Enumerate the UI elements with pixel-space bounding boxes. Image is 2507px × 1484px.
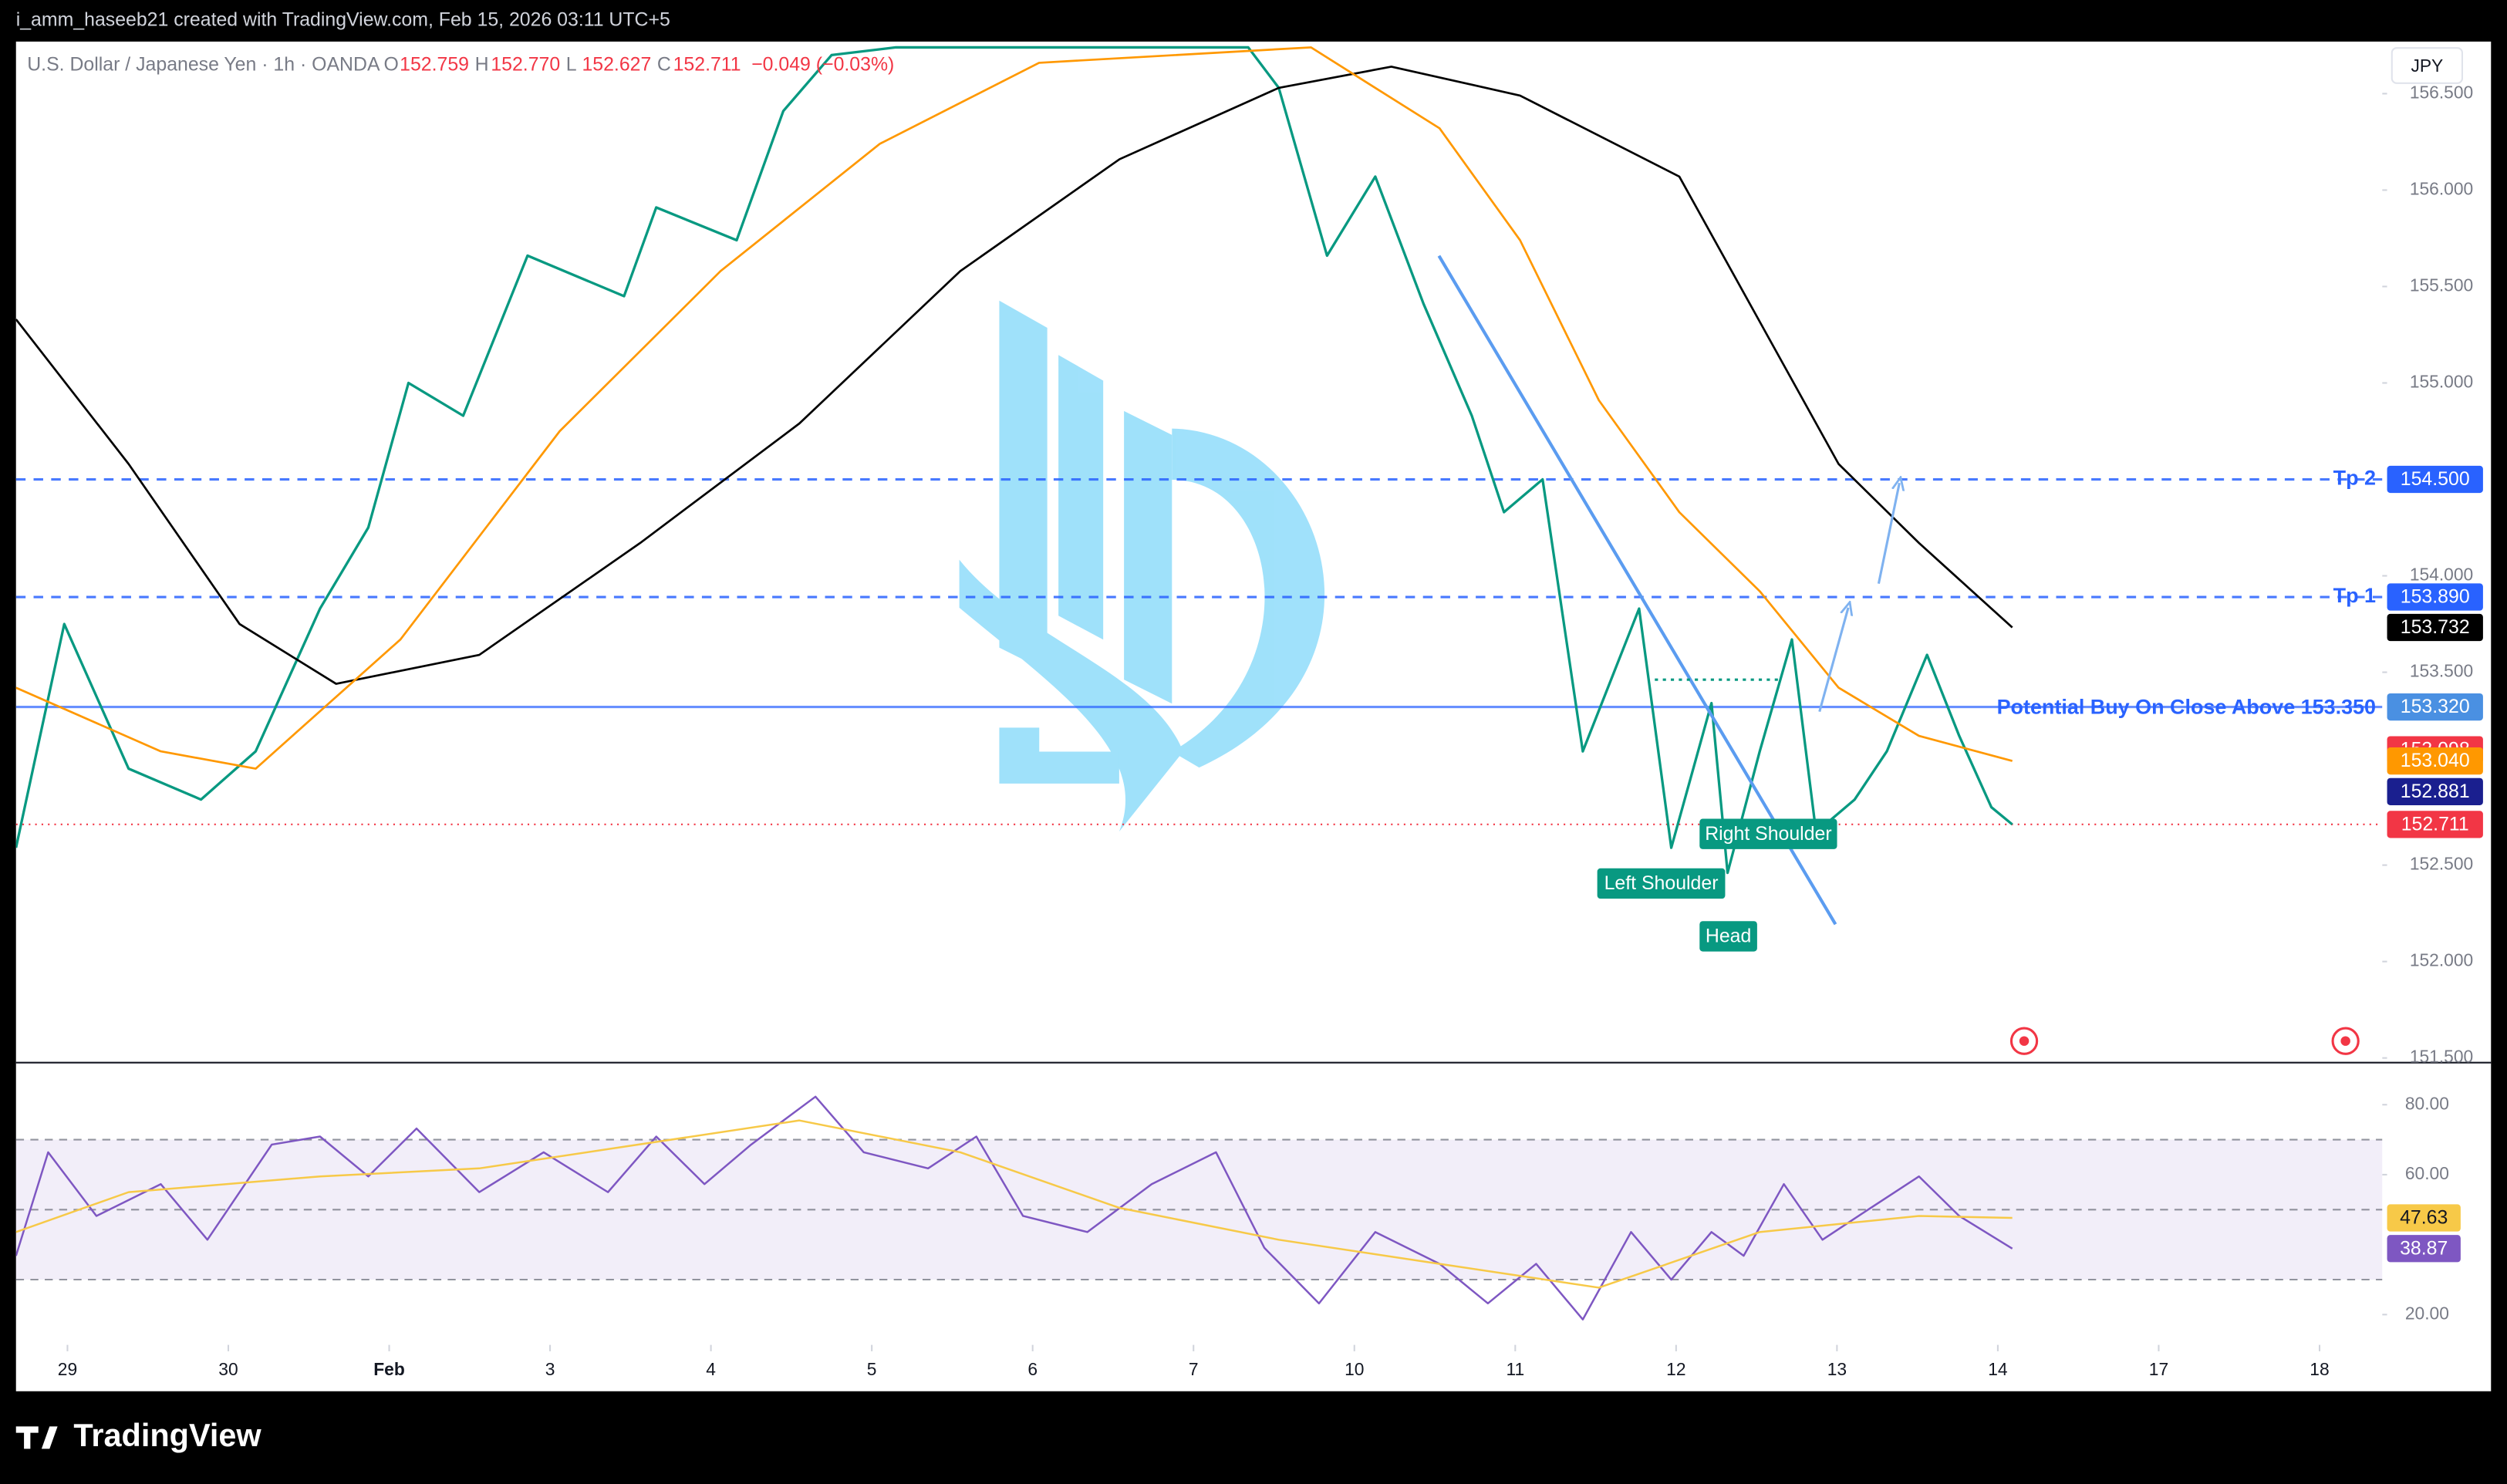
ohlc-key: O (383, 54, 398, 76)
credit: i_amm_haseeb21 created with TradingView.… (16, 9, 670, 31)
price-label-box (2387, 613, 2483, 642)
rsi-label: 38.87 (2400, 1237, 2448, 1259)
brand: TradingView (15, 1417, 261, 1453)
event-icon[interactable] (2331, 1027, 2360, 1055)
series-line (15, 46, 2013, 770)
y-tick-label: 156.500 (2410, 82, 2473, 102)
price-label: 153.040 (2401, 750, 2470, 771)
price-label-box (2387, 465, 2483, 494)
price-label: 154.500 (2401, 468, 2470, 490)
ohlc-value: 152.759 (400, 54, 469, 76)
change: −0.049 (−0.03%) (751, 54, 894, 76)
event-icon[interactable] (2009, 1027, 2039, 1055)
y-tick-label: 156.000 (2410, 178, 2473, 198)
event-icon-dot (2340, 1036, 2350, 1046)
rsi-label: 47.63 (2400, 1207, 2448, 1229)
price-label: 153.890 (2401, 586, 2470, 608)
x-tick-label: 4 (706, 1359, 716, 1379)
price-label-box (2387, 583, 2483, 611)
price-label: 153.732 (2401, 616, 2470, 638)
annotation: Head (1706, 926, 1751, 947)
label-box (1699, 818, 1837, 849)
series-line (15, 1119, 2013, 1289)
rsi-label-box (2387, 1204, 2461, 1232)
pattern-labels: Left Shoulder Head Right Shoulder (1597, 818, 1837, 952)
annotation: Left Shoulder (1604, 872, 1719, 894)
y-tick-label: 60.00 (2405, 1163, 2449, 1183)
x-tick-label: Feb (373, 1359, 405, 1379)
y-tick-label: 80.00 (2405, 1093, 2449, 1113)
y-tick-label: 154.000 (2410, 565, 2473, 585)
brand-name: TradingView (73, 1417, 261, 1453)
x-tick-label: 10 (1345, 1359, 1364, 1379)
y-tick-label: 155.500 (2410, 275, 2473, 295)
ohlc-value: 152.711 (673, 54, 741, 76)
x-tick-label: 3 (545, 1359, 555, 1379)
y-tick-label: 152.500 (2410, 854, 2473, 874)
brand-logo (15, 1426, 58, 1449)
price-pane (15, 46, 2383, 875)
x-tick-label: 12 (1666, 1359, 1685, 1379)
y-tick-label: 155.000 (2410, 372, 2473, 392)
trend-line (1437, 255, 1837, 926)
ohlc-key: H (475, 54, 489, 76)
x-tick-label: 18 (2310, 1359, 2329, 1379)
price-label-box (2387, 693, 2483, 721)
arrow (1877, 483, 1899, 585)
series-line (15, 46, 2013, 875)
arrow (1818, 608, 1848, 713)
event-icon-dot (2019, 1036, 2030, 1046)
x-tick-label: 11 (1506, 1359, 1524, 1379)
rsi-pane (15, 1095, 2383, 1320)
y-tick-label: 152.000 (2410, 950, 2473, 970)
price-label: 152.711 (2401, 813, 2469, 835)
rsi-label-box (2387, 1235, 2461, 1263)
label-box (1597, 868, 1726, 899)
x-tick-label: 17 (2149, 1359, 2168, 1379)
price-label: 153.320 (2401, 696, 2470, 717)
price-label-box (2387, 777, 2483, 805)
ohlc-key: C (657, 54, 671, 76)
ohlc-value: 152.770 (491, 54, 560, 76)
watermark-logo (959, 300, 1325, 832)
buy-label: Potential Buy On Close Above 153.350 (1997, 696, 2376, 719)
price-label-box (2387, 747, 2483, 775)
label-box (1699, 921, 1757, 952)
target-label: Tp 2 (2333, 467, 2376, 490)
x-tick-label: 7 (1189, 1359, 1199, 1379)
y-tick-label: 153.500 (2410, 661, 2473, 681)
x-tick-label: 14 (1988, 1359, 2008, 1379)
price-label-box (2387, 811, 2483, 838)
annotation: Right Shoulder (1705, 823, 1831, 845)
y-tick-label: 20.00 (2405, 1303, 2449, 1323)
x-tick-label: 5 (867, 1359, 877, 1379)
y-tick-label: 151.500 (2410, 1047, 2473, 1067)
symbol-title: U.S. Dollar / Japanese Yen · 1h · OANDA (27, 54, 380, 76)
target-label: Tp 1 (2333, 584, 2376, 607)
ohlc-key: L (566, 54, 577, 76)
x-tick-label: 30 (218, 1359, 238, 1379)
ohlc-value: 152.627 (582, 54, 651, 76)
x-tick-label: 29 (58, 1359, 77, 1379)
currency: JPY (2411, 56, 2443, 76)
x-tick-label: 6 (1027, 1359, 1038, 1379)
series-line (15, 66, 2013, 685)
x-tick-label: 13 (1827, 1359, 1847, 1379)
price-label: 152.881 (2401, 781, 2470, 802)
currency-box[interactable] (2391, 47, 2464, 84)
